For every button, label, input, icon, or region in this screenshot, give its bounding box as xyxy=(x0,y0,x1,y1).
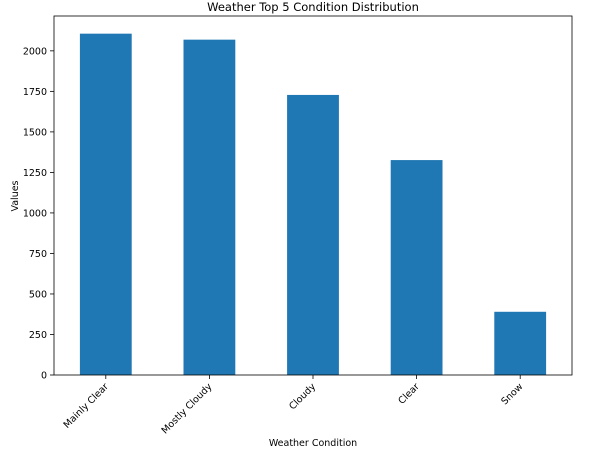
y-tick-label: 1750 xyxy=(23,87,47,98)
y-axis-ticks: 0 250 500 750 1000 1250 1500 1750 2000 xyxy=(23,46,54,382)
y-tick-label: 1000 xyxy=(23,208,47,219)
bar-mostly-cloudy xyxy=(183,39,236,375)
plot-area-frame xyxy=(53,15,573,376)
y-tick-label: 2000 xyxy=(23,46,47,57)
chart-title: Weather Top 5 Condition Distribution xyxy=(207,0,419,14)
x-axis-label: Weather Condition xyxy=(269,438,357,449)
x-tick-label: Cloudy xyxy=(287,381,318,412)
bar-cloudy xyxy=(287,94,339,376)
y-tick-label: 1500 xyxy=(23,127,47,138)
x-tick-label: Mostly Cloudy xyxy=(160,381,215,436)
x-tick-label: Snow xyxy=(499,381,525,407)
bar-clear xyxy=(390,160,443,375)
x-tick-label: Clear xyxy=(396,381,421,406)
x-tick-label: Mainly Clear xyxy=(62,381,111,430)
bar-snow xyxy=(494,311,547,375)
y-axis-label: Values xyxy=(10,180,21,211)
bar-mainly-clear xyxy=(79,33,132,375)
y-tick-label: 500 xyxy=(29,289,47,300)
y-tick-label: 250 xyxy=(29,330,47,341)
bars-group xyxy=(79,33,547,376)
y-tick-label: 0 xyxy=(41,371,47,382)
y-tick-label: 1250 xyxy=(23,168,47,179)
x-axis-ticks: Mainly Clear Mostly Cloudy Cloudy Clear Snow xyxy=(62,375,525,436)
y-tick-label: 750 xyxy=(29,249,47,260)
